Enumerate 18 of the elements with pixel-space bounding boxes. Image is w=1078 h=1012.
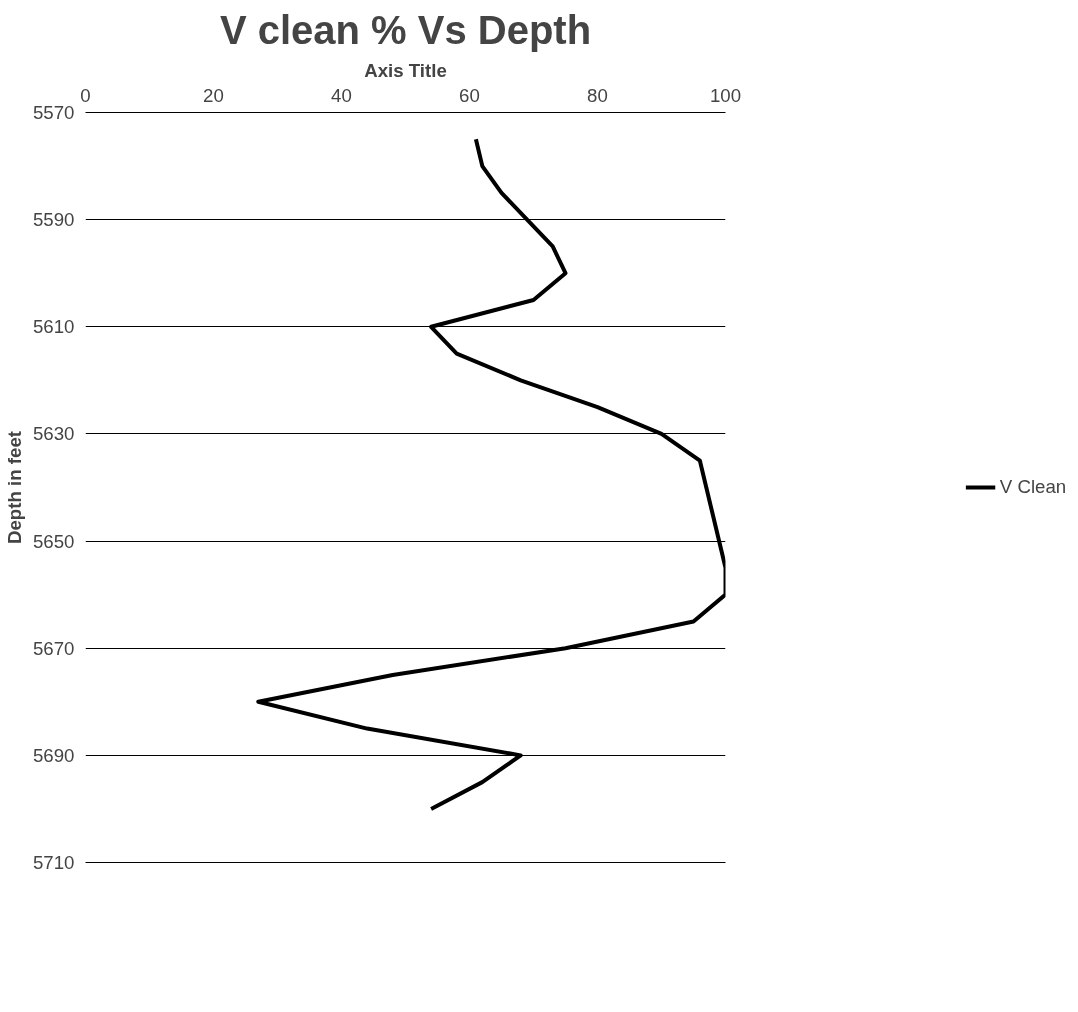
x-axis-title: Axis Title xyxy=(364,59,447,81)
x-tick-label: 100 xyxy=(709,84,742,106)
legend-label: V Clean xyxy=(999,476,1067,498)
y-tick-label: 5710 xyxy=(33,852,75,873)
x-tick-label: 60 xyxy=(459,84,480,106)
chart-title: V clean % Vs Depth xyxy=(219,7,592,52)
x-tick-label: 20 xyxy=(203,84,224,106)
y-tick-label: 5670 xyxy=(33,637,75,659)
y-axis-title: Depth in feet xyxy=(4,431,25,544)
y-tick-label: 5650 xyxy=(33,530,75,552)
x-tick-label: 0 xyxy=(80,84,91,106)
x-tick-label: 80 xyxy=(587,84,608,106)
x-tick-label: 40 xyxy=(331,84,352,106)
y-tick-label: 5610 xyxy=(33,316,75,338)
y-tick-label: 5590 xyxy=(33,209,75,231)
y-tick-label: 5630 xyxy=(33,423,75,445)
y-tick-label: 5570 xyxy=(33,102,75,123)
y-tick-label: 5690 xyxy=(33,744,75,766)
